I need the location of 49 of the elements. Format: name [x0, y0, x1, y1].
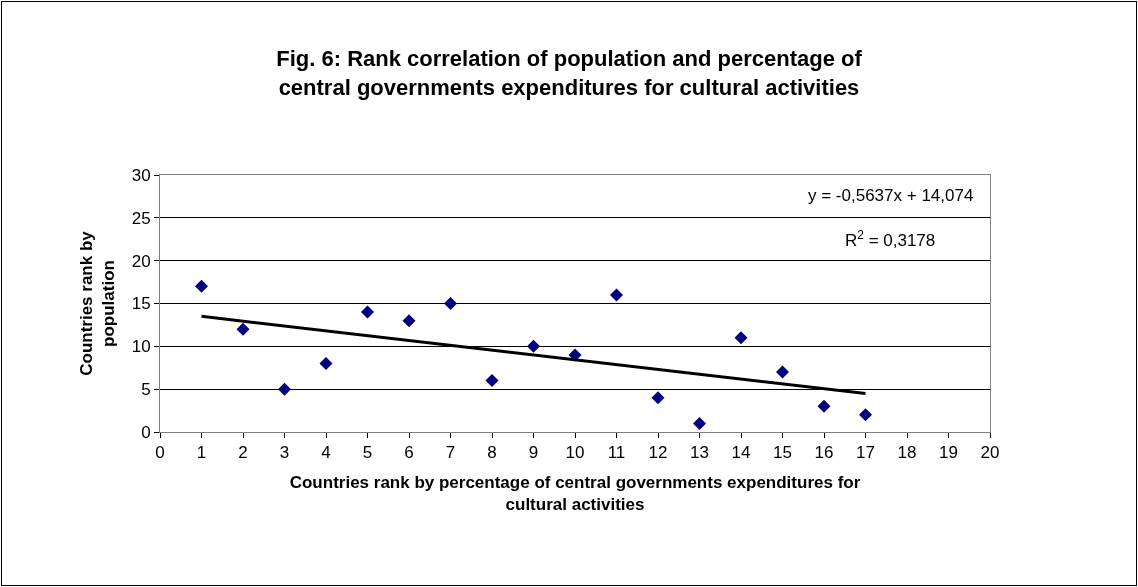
y-tick-label: 5: [141, 380, 151, 400]
y-tick-label: 15: [131, 294, 151, 314]
x-tick-label: 18: [897, 443, 917, 463]
point: [236, 322, 250, 336]
point: [817, 399, 831, 413]
point: [610, 288, 623, 302]
point: [859, 408, 872, 422]
x-tick-label: 15: [773, 443, 792, 463]
x-tick-label: 2: [238, 443, 248, 463]
x-tick-label: 14: [731, 443, 751, 463]
y-tick-label: 30: [131, 165, 151, 185]
y-axis-title: Countries rank by population: [77, 230, 119, 376]
y-tick-label: 20: [131, 251, 151, 271]
y-tick-label: 10: [131, 337, 151, 357]
x-tick-label: 4: [321, 443, 331, 463]
point: [402, 314, 416, 328]
point: [485, 374, 499, 388]
x-tick-label: 13: [690, 443, 709, 463]
point: [444, 297, 457, 310]
point: [651, 391, 665, 405]
x-tick-label: 20: [980, 443, 1000, 463]
x-tick-label: 3: [279, 443, 290, 463]
x-tick-label: 6: [404, 443, 414, 463]
x-tick-label: 8: [487, 443, 497, 463]
x-tick-label: 17: [856, 443, 875, 463]
x-tick-label: 19: [939, 443, 958, 463]
x-tick-label: 12: [648, 443, 668, 463]
annotation: y = -0,5637x + 14,074: [808, 186, 974, 205]
chart-title: Fig. 6: Rank correlation of population and percentage of central governments expenditures for cultural activities: [276, 46, 863, 100]
x-tick-label: 16: [814, 443, 834, 463]
point: [278, 382, 291, 396]
point: [527, 339, 540, 353]
point: [319, 356, 333, 370]
y-tick-label: 25: [131, 208, 151, 228]
point: [195, 279, 208, 293]
point: [693, 416, 706, 430]
x-tick-label: 0: [155, 443, 165, 463]
point: [776, 365, 789, 379]
y-tick-label: 0: [141, 422, 151, 442]
x-tick-label: 10: [565, 443, 585, 463]
x-tick-label: 1: [196, 443, 207, 463]
x-axis-title: Countries rank by percentage of central governments expenditures for cultural activities: [289, 472, 861, 514]
point: [734, 331, 748, 345]
x-tick-label: 5: [362, 443, 373, 463]
x-tick-label: 9: [528, 443, 539, 463]
x-tick-label: 11: [607, 443, 626, 463]
annotation: R$^{2}$ = 0,3178: [845, 228, 936, 251]
point: [361, 305, 374, 319]
x-tick-label: 7: [445, 443, 456, 463]
